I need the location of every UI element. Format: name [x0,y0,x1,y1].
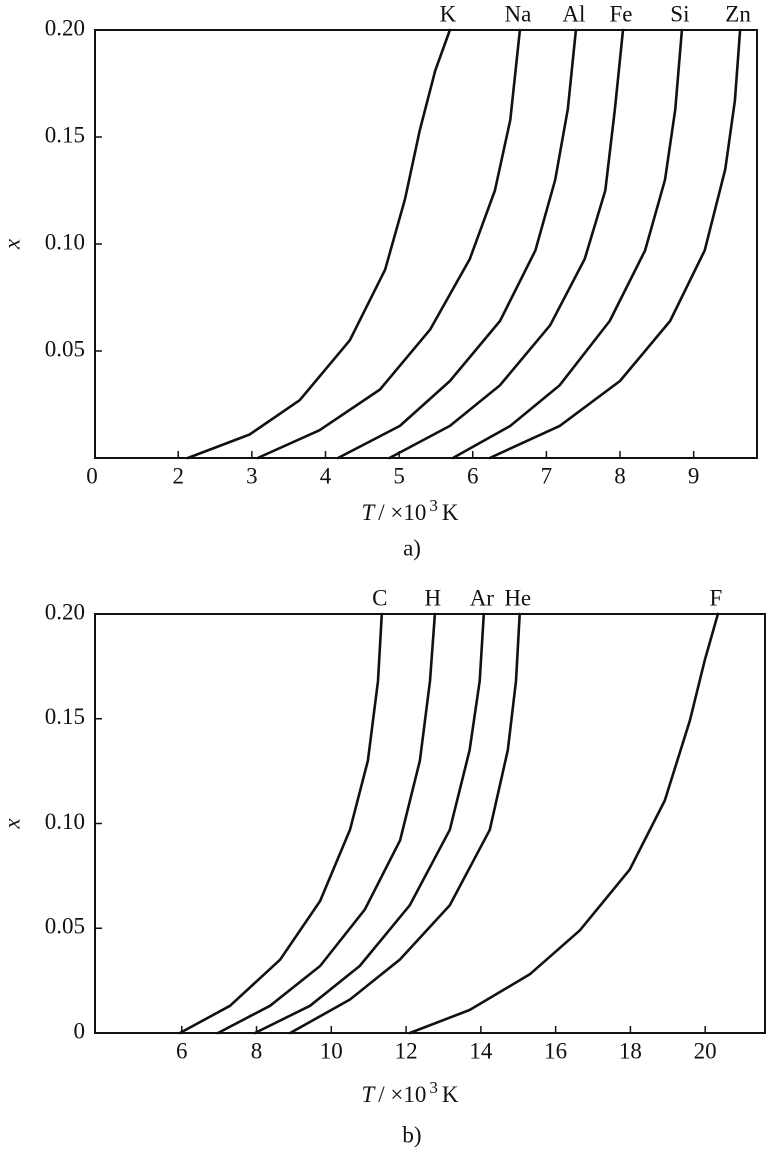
curve [408,612,720,1035]
curve [451,28,684,460]
x-label-unit-end: K [442,500,459,525]
x-label-exponent: 3 [429,1078,438,1097]
y-tick-label: 0.15 [45,122,85,147]
y-tick-label: 0.10 [45,229,85,254]
x-tick-label: 6 [467,463,479,488]
series-label: K [440,1,457,26]
x-label-unit: / ×10 [378,500,426,525]
x-tick-label: 10 [320,1038,343,1063]
x-tick-label: 5 [393,463,405,488]
x-tick-label: 8 [614,463,626,488]
curve [388,28,625,460]
x-tick-label: 14 [469,1038,493,1063]
y-tick-label: 0.05 [45,914,85,939]
x-label-symbol: T [361,500,376,525]
x-axis-label: T / ×10 3 K [361,496,458,525]
series-label: Na [504,1,531,26]
y-tick-label: 0.20 [45,15,85,40]
caption: a) [403,535,421,560]
x-axis-label: T / ×10 3 K [361,1078,458,1107]
curve [288,612,521,1035]
curve [178,612,384,1035]
curve [488,28,742,460]
x-tick-label: 2 [172,463,184,488]
x-tick-label: 7 [541,463,553,488]
y-tick-label: 0 [74,1018,86,1043]
x-tick-label: 4 [320,463,332,488]
curve [256,28,522,460]
series-label: Zn [725,1,751,26]
series-label: C [372,585,387,610]
x-tick-label: 12 [395,1038,418,1063]
y-tick-label: 0.10 [45,809,85,834]
series-label: Ar [470,585,495,610]
x-label-unit: / ×10 [378,1082,426,1107]
series-label: F [709,585,722,610]
plot-frame [94,29,758,459]
curve [186,28,452,460]
series-label: He [504,585,531,610]
series-label: Si [670,1,689,26]
x-tick-label: 6 [176,1038,188,1063]
x-tick-label: 20 [694,1038,717,1063]
y-tick-label: 0.15 [45,704,85,729]
caption: b) [402,1122,421,1147]
curve [253,612,486,1035]
x-label-exponent: 3 [429,496,438,515]
origin-label: 0 [86,463,98,488]
y-axis-label: x [0,238,24,250]
x-tick-label: 16 [544,1038,567,1063]
series-label: H [425,585,442,610]
x-tick-label: 3 [246,463,258,488]
x-label-symbol: T [361,1082,376,1107]
curve [216,612,437,1035]
y-tick-label: 0.20 [45,599,85,624]
x-label-unit-end: K [442,1082,459,1107]
series-label: Fe [609,1,632,26]
x-tick-label: 9 [688,463,700,488]
x-tick-label: 8 [251,1038,263,1063]
y-axis-label: x [0,818,24,830]
y-tick-label: 0.05 [45,336,85,361]
series-label: Al [562,1,585,26]
curve [336,28,578,460]
x-tick-label: 18 [619,1038,642,1063]
subplot: 0 0.05 0.10 0.15 0.20 6 8 10 12 14 16 18 20 x T / ×10 3 K… [0,585,766,1147]
